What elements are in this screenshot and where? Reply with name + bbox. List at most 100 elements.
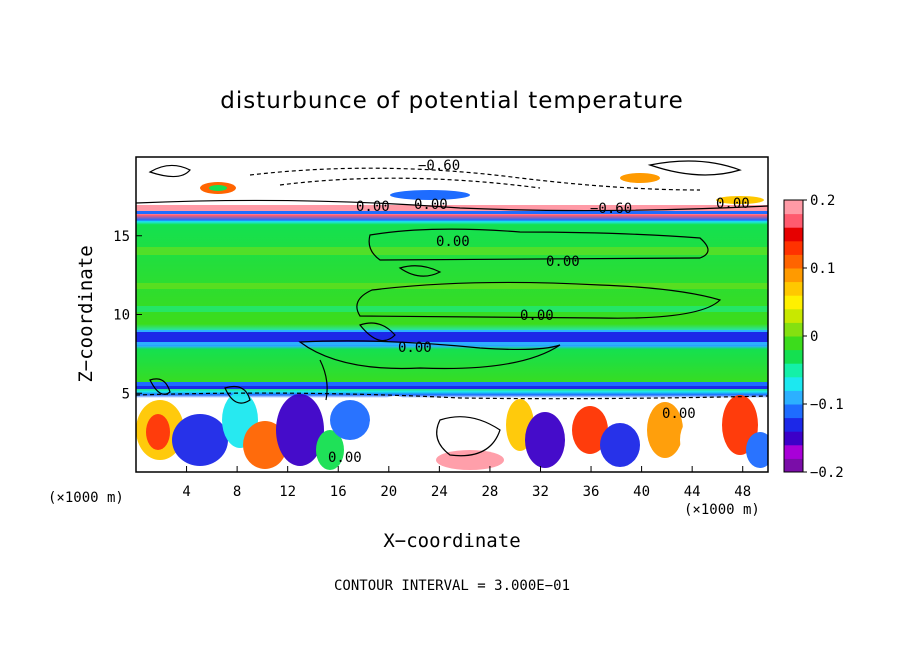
contour — [398, 265, 442, 277]
y-tick-label: 5 — [122, 386, 130, 402]
field-stripe — [136, 306, 768, 312]
blob — [316, 430, 344, 470]
contour-label: 0.00 — [356, 199, 390, 215]
field-stripe — [136, 382, 768, 386]
x-tick-label: 48 — [734, 484, 751, 500]
blob — [600, 423, 640, 467]
field-stripe — [136, 342, 768, 345]
colorbar-swatch — [784, 349, 803, 364]
blob — [390, 190, 470, 200]
x-tick-label: 20 — [380, 484, 397, 500]
contour-label: 0.00 — [398, 340, 432, 356]
colorbar-swatch — [784, 281, 803, 296]
colorbar-swatch — [784, 444, 803, 459]
x-tick-label: 12 — [279, 484, 296, 500]
colorbar-swatch — [784, 227, 803, 242]
colorbar: 0.2 0.1 0 −0.1 −0.2 — [783, 193, 844, 481]
blob — [647, 402, 683, 458]
colorbar-swatch — [784, 213, 803, 228]
x-tick-label: 24 — [431, 484, 448, 500]
x-tick-label: 8 — [233, 484, 241, 500]
x-axis-unit: (×1000 m) — [684, 502, 760, 518]
colorbar-tick-label: −0.2 — [810, 465, 844, 481]
blob — [243, 421, 287, 469]
colorbar-tick-label: 0.2 — [810, 193, 835, 209]
contour — [319, 359, 328, 401]
blob — [716, 196, 764, 204]
blob — [209, 185, 227, 191]
field-stripe — [136, 211, 768, 214]
colorbar-swatch — [784, 308, 803, 323]
contour-label: 0.00 — [662, 406, 696, 422]
blob — [525, 412, 565, 468]
x-tick-label: 4 — [182, 484, 190, 500]
x-tick-label: 40 — [633, 484, 650, 500]
blob — [572, 406, 608, 454]
blob — [146, 414, 170, 450]
contour — [148, 164, 191, 178]
chart-title: disturbunce of potential temperature — [220, 88, 684, 114]
contour — [136, 199, 768, 212]
contour-label: 0.00 — [716, 196, 750, 212]
colorbar-swatch — [784, 376, 803, 391]
x-tick-label: 16 — [330, 484, 347, 500]
contour — [298, 340, 561, 370]
blob — [746, 432, 768, 468]
colorbar-swatch — [784, 431, 803, 446]
contour — [368, 228, 709, 261]
colorbar-swatch — [784, 336, 803, 351]
x-axis-label: X−coordinate — [383, 530, 521, 552]
contour — [149, 378, 171, 395]
contour — [249, 167, 701, 191]
blob — [620, 173, 660, 183]
colorbar-swatch — [784, 390, 803, 405]
contour-label: 0.00 — [414, 197, 448, 213]
y-axis-ticks: 5 10 15 — [113, 229, 142, 402]
blob — [276, 394, 324, 466]
contour-lines — [136, 160, 768, 457]
colorbar-swatch — [784, 200, 803, 215]
y-axis-unit: (×1000 m) — [48, 490, 124, 506]
colorbar-swatch — [784, 322, 803, 337]
x-tick-label: 28 — [481, 484, 498, 500]
colorbar-tick-label: −0.1 — [810, 397, 844, 413]
colorbar-tick-label: 0 — [810, 329, 818, 345]
contour-label: −0.60 — [590, 201, 632, 217]
contour — [356, 281, 722, 319]
blob — [330, 400, 370, 440]
contour-interval-note: CONTOUR INTERVAL = 3.000E−01 — [333, 578, 571, 594]
field-stripe — [136, 386, 768, 389]
x-tick-label: 32 — [532, 484, 549, 500]
blob — [172, 414, 228, 466]
colorbar-swatch — [784, 363, 803, 378]
x-axis-ticks: 4 8 12 16 20 24 28 32 36 40 44 48 — [182, 466, 751, 500]
colorbar-swatch — [784, 268, 803, 283]
colorbar-tick-label: 0.1 — [810, 261, 835, 277]
contour-label: 0.00 — [520, 308, 554, 324]
contour-label: 0.00 — [436, 234, 470, 250]
x-tick-label: 44 — [684, 484, 701, 500]
contour — [359, 322, 396, 342]
contour — [224, 385, 251, 404]
field-stripe — [136, 330, 768, 332]
field-stripe — [136, 332, 768, 342]
colorbar-swatch — [784, 417, 803, 432]
colorbar-swatch — [784, 404, 803, 419]
blob — [680, 414, 720, 466]
y-tick-label: 10 — [113, 308, 130, 324]
contour-label: 0.00 — [328, 450, 362, 466]
field-stripe — [136, 283, 768, 289]
colorbar-swatch — [784, 240, 803, 255]
heatmap-field: −0.60 0.00 0.00 0.00 −0.60 0.00 0.00 0.0… — [136, 157, 768, 472]
contour-label: −0.60 — [418, 158, 460, 174]
field-stripe — [136, 247, 768, 255]
colorbar-swatch — [784, 458, 803, 473]
contour — [436, 416, 501, 457]
blob — [436, 450, 504, 470]
x-tick-label: 36 — [583, 484, 600, 500]
blob — [369, 396, 421, 464]
contour-label: 0.00 — [546, 254, 580, 270]
contour — [136, 392, 768, 400]
contour — [279, 177, 541, 189]
